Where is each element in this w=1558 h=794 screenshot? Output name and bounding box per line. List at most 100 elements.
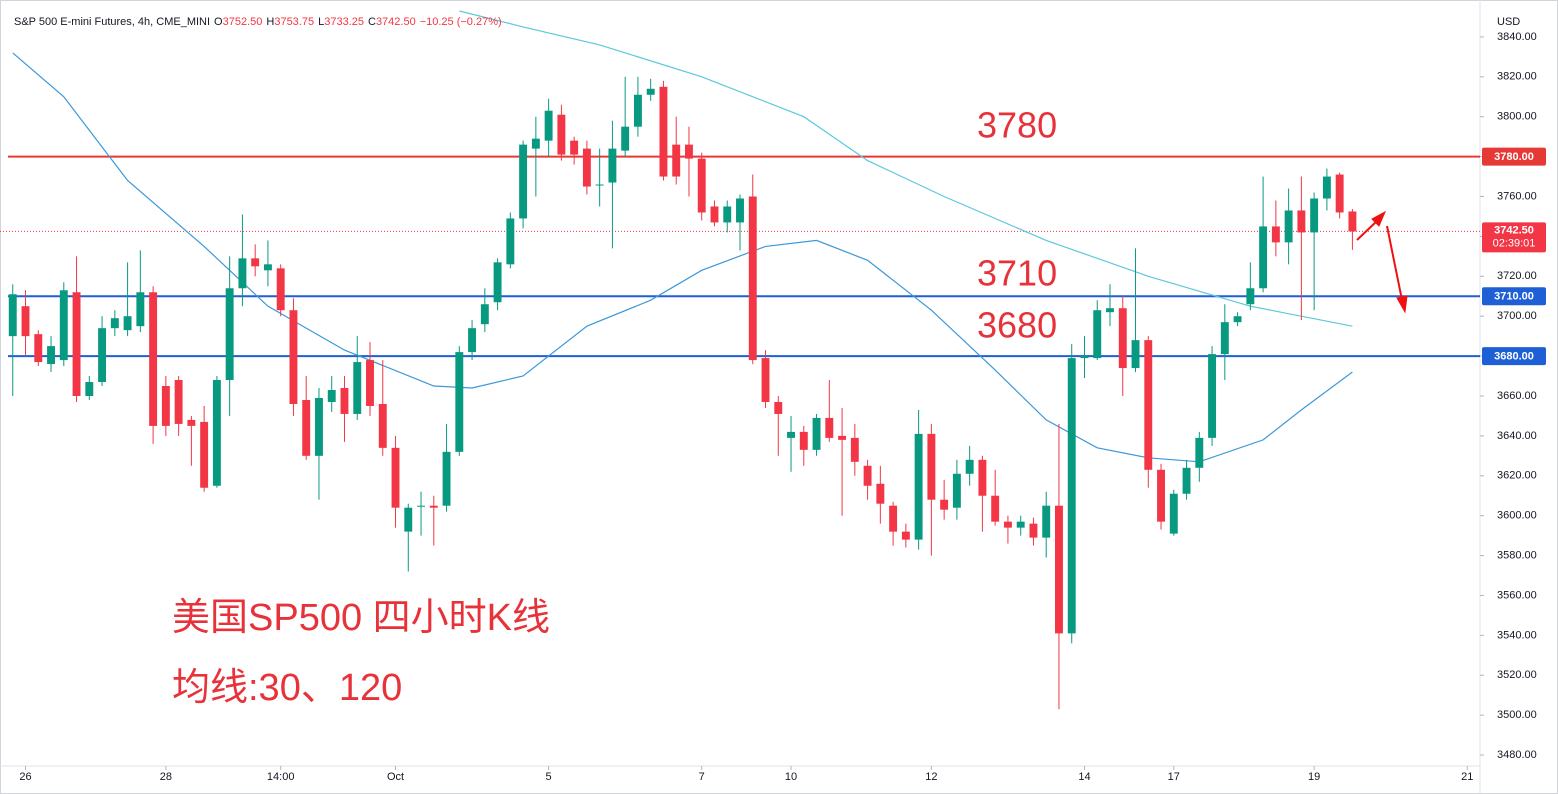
candle-body xyxy=(417,505,425,507)
candle-body xyxy=(161,386,170,426)
candle-body xyxy=(991,495,1000,522)
candle-body xyxy=(1157,469,1165,522)
y-tick-label: 3820.00 xyxy=(1497,71,1537,83)
candle-body xyxy=(1297,210,1306,233)
ohlc-item: H3753.75 xyxy=(266,16,314,28)
candle-body xyxy=(480,304,489,325)
candle-body xyxy=(876,483,885,504)
candle-body xyxy=(914,433,923,540)
candle-body xyxy=(1208,354,1217,438)
candle-body xyxy=(761,358,770,402)
ohlc-key: L xyxy=(318,16,325,28)
candle-body xyxy=(47,346,55,365)
candle-body xyxy=(442,451,451,506)
x-tick-label: 12 xyxy=(925,771,937,783)
x-tick-label: 7 xyxy=(699,771,705,783)
candle-body xyxy=(149,292,158,426)
ohlc-key: C xyxy=(367,16,376,28)
candle-body xyxy=(519,144,528,219)
y-tick-label: 3760.00 xyxy=(1497,190,1537,202)
candle-body xyxy=(965,459,974,474)
candle-body xyxy=(812,417,821,450)
candle-body xyxy=(1080,356,1089,359)
x-tick-label: 19 xyxy=(1308,771,1320,783)
candle-body xyxy=(736,198,744,223)
y-tick-label: 3800.00 xyxy=(1497,111,1537,123)
level-label-box xyxy=(1482,347,1546,366)
candle-body xyxy=(685,144,693,159)
candle-body xyxy=(327,390,336,402)
change-value: −10.25 (−0.27%) xyxy=(419,16,502,28)
last-price-box xyxy=(1482,222,1546,253)
ohlc-value: 3733.25 xyxy=(324,16,364,28)
candle-body xyxy=(582,148,591,187)
arrow-up xyxy=(1356,219,1379,241)
candle-body xyxy=(1246,288,1255,305)
x-tick-label: 17 xyxy=(1168,771,1180,783)
candle-body xyxy=(468,328,477,353)
candle-body xyxy=(544,110,553,141)
x-tick-label: 26 xyxy=(19,771,31,783)
candle-body xyxy=(774,401,783,414)
candle-body xyxy=(927,433,936,500)
candle-body xyxy=(455,352,464,452)
ohlc-value: 3742.50 xyxy=(375,16,416,28)
candle-body xyxy=(1029,523,1038,538)
level-annotation: 3780 xyxy=(977,105,1057,146)
ohlc-key: O xyxy=(214,16,223,28)
y-tick-label: 3540.00 xyxy=(1497,629,1537,641)
candle-body xyxy=(315,397,323,456)
level-label-box xyxy=(1482,287,1546,306)
candle-body xyxy=(251,258,260,267)
level-annotation: 3680 xyxy=(977,305,1057,346)
y-tick-label: 3500.00 xyxy=(1497,709,1537,721)
candle-body xyxy=(1131,340,1140,369)
candle-body xyxy=(391,447,400,508)
candle-body xyxy=(595,184,604,186)
candle-body xyxy=(1284,210,1293,243)
level-label: 3680.00 xyxy=(1494,350,1534,362)
arrow-down xyxy=(1386,225,1403,301)
candle-body xyxy=(506,218,515,265)
moving-average-line xyxy=(459,10,1353,327)
x-tick-label: 5 xyxy=(546,771,552,783)
candle-body xyxy=(238,258,247,289)
candle-body xyxy=(263,264,272,271)
candle-body xyxy=(1106,308,1114,313)
y-tick-label: 3720.00 xyxy=(1497,270,1537,282)
candle-body xyxy=(1003,521,1012,528)
candle-body xyxy=(34,334,43,363)
level-label: 3780.00 xyxy=(1494,151,1534,163)
candle-body xyxy=(366,360,374,406)
candle-body xyxy=(901,531,910,540)
candle-body xyxy=(429,505,438,508)
candle-body xyxy=(608,148,617,183)
candle-body xyxy=(672,144,681,177)
candle-body xyxy=(1016,521,1025,528)
candle-body xyxy=(378,403,387,448)
candle-body xyxy=(850,437,859,462)
legend-header: S&P 500 E-mini Futures, 4h, CME_MINI O37… xyxy=(14,16,502,28)
candle-body xyxy=(8,294,17,337)
moving-average-line xyxy=(12,52,1353,463)
candle-body xyxy=(697,158,706,213)
candle-body xyxy=(1042,505,1051,538)
candle-body xyxy=(825,417,834,438)
candle-body xyxy=(21,306,30,337)
candle-body xyxy=(863,465,872,486)
candle-body xyxy=(187,419,196,426)
x-tick-label: 21 xyxy=(1461,771,1473,783)
candle-body xyxy=(889,505,898,532)
x-tick-label: 14 xyxy=(1078,771,1090,783)
candle-body xyxy=(799,431,808,450)
y-tick-label: 3600.00 xyxy=(1497,510,1537,522)
candle-body xyxy=(633,94,642,127)
candle-body xyxy=(110,318,119,329)
y-tick-label: 3620.00 xyxy=(1497,470,1537,482)
candle-body xyxy=(1322,176,1331,199)
x-tick-label: 10 xyxy=(785,771,797,783)
candle-body xyxy=(289,310,298,404)
candle-body xyxy=(1348,211,1357,232)
y-tick-label: 3480.00 xyxy=(1497,749,1537,761)
